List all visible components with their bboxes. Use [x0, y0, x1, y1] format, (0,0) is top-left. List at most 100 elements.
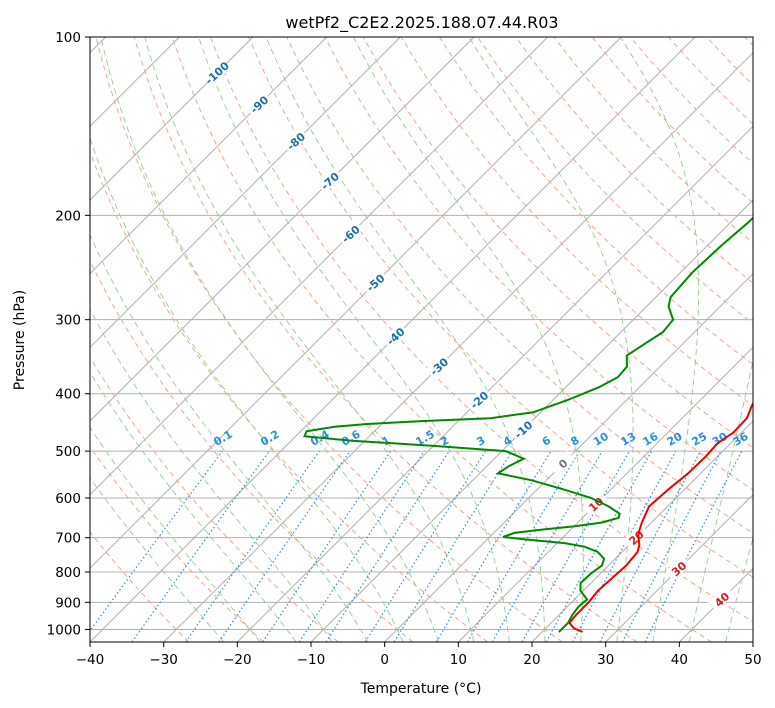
- moist-adiabat: [620, 37, 700, 642]
- moist-adiabat: [725, 536, 753, 642]
- x-tick-label: 0: [380, 652, 389, 668]
- isotherm-line: [90, 37, 328, 275]
- isotherm-label-bg: [203, 59, 230, 85]
- temperature-profile: [568, 401, 753, 633]
- dry-adiabat: [95, 37, 563, 642]
- dry-adiabat: [248, 37, 753, 578]
- dry-adiabat: [90, 259, 414, 642]
- isotherm-label: -100: [203, 59, 232, 87]
- x-tick-label: 10: [450, 652, 467, 668]
- isotherm-line: [90, 37, 475, 422]
- y-tick-label: 500: [55, 444, 81, 460]
- isotherm-label-bg: [425, 353, 452, 379]
- isotherm-line: [605, 493, 753, 642]
- isotherm-label-bg: [337, 220, 363, 246]
- mixing-ratio-label: 30: [710, 430, 730, 449]
- profiles: [303, 216, 753, 633]
- dry-adiabat: [668, 37, 753, 125]
- mixing-ratio-line: [572, 450, 677, 642]
- isotherm-line: [163, 51, 753, 642]
- y-tick-label: 100: [55, 30, 81, 46]
- moist-adiabat: [144, 37, 475, 642]
- chart-title: wetPf2_C2E2.2025.188.07.44.R03: [285, 13, 558, 33]
- isotherm-label-bg: [316, 167, 343, 193]
- moist-adiabat: [90, 371, 297, 642]
- isotherm-line: [90, 37, 622, 570]
- isotherm-line: [90, 37, 401, 349]
- y-tick-label: 800: [55, 565, 81, 581]
- mixing-ratio-line: [364, 450, 486, 642]
- mixing-ratio-label: 6: [540, 433, 553, 448]
- y-tick-label: 200: [55, 208, 81, 224]
- isotherm-line: [752, 641, 753, 642]
- dry-adiabat: [90, 445, 264, 642]
- moist-adiabat: [90, 308, 333, 642]
- dry-adiabat: [515, 37, 753, 284]
- mixing-ratio-line: [90, 450, 223, 632]
- mixing-ratio-line: [298, 450, 425, 642]
- isotherm-label-bg: [665, 555, 692, 581]
- dry-adiabat: [210, 37, 753, 623]
- mixing-ratio-label: 13: [619, 430, 639, 449]
- mixing-ratio-line: [435, 450, 552, 642]
- y-tick-label: 700: [55, 531, 81, 547]
- moist-adiabat: [90, 234, 369, 642]
- x-tick-label: −40: [76, 652, 105, 668]
- isotherm-label-bg: [245, 91, 272, 117]
- y-tick-label: 600: [55, 491, 81, 507]
- moist-adiabat: [90, 477, 225, 642]
- mixing-ratio-line: [644, 450, 743, 642]
- x-tick-label: −10: [297, 652, 326, 668]
- moist-adiabat: [468, 37, 634, 642]
- x-axis: −40 −30 −20 −10 0 10 20 30 40 50: [76, 642, 762, 668]
- moist-adiabat: [90, 136, 404, 642]
- mixing-ratio-label: 16: [641, 430, 661, 449]
- mixing-ratio-line: [393, 450, 513, 642]
- moist-adiabat: [688, 358, 753, 642]
- dry-adiabat: [438, 37, 753, 366]
- dry-adiabat: [90, 356, 339, 642]
- moist-adiabat: [90, 426, 261, 642]
- dry-adiabat: [286, 37, 753, 534]
- y-tick-label: 900: [55, 595, 81, 611]
- isotherm-label-bg: [465, 386, 492, 412]
- x-axis-label: Temperature (°C): [360, 681, 482, 697]
- mixing-ratio-line: [599, 450, 702, 642]
- mixing-ratio-label: 1: [380, 434, 393, 449]
- isotherm-line: [678, 567, 753, 642]
- mixing-ratio-label: 0.2: [258, 428, 281, 449]
- y-axis-label: Pressure (hPa): [12, 290, 28, 390]
- isotherm-label-bg: [282, 128, 309, 154]
- isotherm-label-bg: [622, 524, 649, 550]
- isotherm-label-bg: [509, 416, 536, 442]
- dry-adiabat: [706, 37, 753, 86]
- moist-adiabat: [353, 37, 584, 642]
- moist-adiabat: [100, 37, 439, 642]
- isotherm-line: [90, 37, 549, 496]
- mixing-ratio-label: 0.1: [211, 428, 234, 449]
- mixing-ratio-line: [185, 450, 320, 642]
- isotherm-line: [310, 199, 753, 642]
- isotherm-line: [384, 272, 753, 642]
- mixing-ratio-line: [131, 450, 270, 642]
- moist-adiabat: [198, 37, 510, 642]
- moist-adiabat: [265, 37, 546, 642]
- isotherm-label-bg: [708, 586, 735, 612]
- y-tick-label: 400: [55, 387, 81, 403]
- mixing-ratio-line: [218, 450, 351, 642]
- mixing-ratio-line: [545, 450, 653, 642]
- isotherm-label-bg: [549, 450, 576, 476]
- isotherm-line: [457, 346, 753, 642]
- dewpoint-profile: [303, 216, 753, 633]
- dry-adiabat: [90, 531, 190, 642]
- x-tick-label: 30: [597, 652, 614, 668]
- mixing-ratio-line: [262, 450, 392, 642]
- y-axis: 100 200 300 400 500 600 700 800 900 1000: [47, 30, 90, 638]
- dry-adiabat: [591, 37, 753, 204]
- mixing-ratio-label: 3: [474, 434, 487, 449]
- plot-frame: [89, 36, 754, 643]
- dry-adiabat: [400, 37, 753, 407]
- dry-adiabat: [553, 37, 753, 244]
- x-tick-label: 20: [523, 652, 540, 668]
